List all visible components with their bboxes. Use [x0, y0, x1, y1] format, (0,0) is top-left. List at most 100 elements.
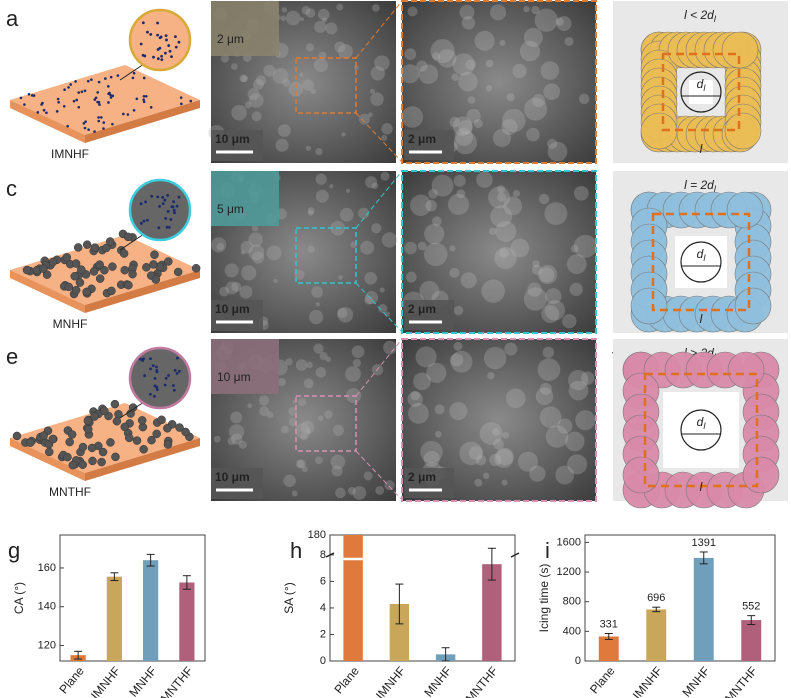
particle — [158, 204, 161, 208]
micro-bump — [163, 440, 173, 449]
micro-bump — [119, 249, 129, 258]
sem-texture — [407, 391, 423, 407]
sem-texture — [337, 307, 348, 319]
sem-texture — [220, 54, 230, 63]
micro-bump — [63, 452, 72, 462]
formula: l = 2dl — [684, 178, 717, 194]
formula-sub: l — [703, 421, 706, 431]
panel-letter: h — [290, 538, 302, 563]
sem-texture — [331, 465, 343, 477]
particle — [77, 106, 81, 109]
sem-texture — [410, 194, 432, 216]
sem-texture — [303, 378, 314, 389]
sem-texture — [495, 221, 517, 242]
particle — [141, 21, 145, 25]
particle — [131, 76, 135, 80]
sem-texture — [493, 438, 504, 450]
particle — [111, 122, 114, 126]
sem-texture — [295, 359, 308, 371]
micro-bump — [124, 280, 133, 290]
micro-bump — [149, 260, 158, 269]
micro-bump — [73, 243, 83, 252]
particle — [148, 392, 152, 396]
droplet — [622, 456, 660, 494]
micro-bump — [95, 260, 104, 269]
particle — [109, 75, 113, 79]
sem-texture — [404, 48, 417, 60]
micro-bump — [42, 270, 52, 279]
sem-texture — [466, 108, 481, 124]
sem-texture — [247, 88, 260, 101]
sem-texture — [523, 27, 543, 47]
x-tick-label: MNHF — [679, 664, 712, 698]
sem-texture — [380, 171, 390, 181]
zoom-region — [295, 227, 357, 284]
particle — [102, 127, 105, 130]
micro-bump — [22, 265, 32, 275]
micro-bump — [173, 267, 183, 277]
sem-texture — [315, 147, 323, 156]
particle — [178, 369, 181, 373]
x-tick-label: IMNHF — [373, 664, 408, 698]
magnifier — [128, 178, 192, 242]
x-tick-label: Plane — [56, 664, 87, 697]
sem-texture — [352, 358, 362, 368]
slab-side — [85, 438, 200, 481]
sem-texture — [219, 286, 230, 297]
sem-texture — [314, 20, 327, 33]
particle — [144, 94, 148, 98]
sem-texture — [479, 422, 503, 446]
micro-bump — [139, 445, 148, 454]
particle — [107, 85, 110, 88]
particle — [163, 198, 167, 202]
micro-bump — [120, 422, 130, 432]
sem-texture — [541, 305, 560, 324]
magnifier — [128, 346, 192, 410]
particle — [139, 357, 142, 361]
sem-texture — [383, 340, 397, 355]
zoom-region — [295, 57, 357, 114]
particle — [77, 91, 80, 94]
particle — [152, 55, 155, 59]
sem-texture — [231, 433, 243, 445]
sem-texture — [299, 72, 304, 77]
micro-bump — [108, 262, 117, 271]
sem-texture — [555, 17, 564, 26]
sem-texture — [547, 141, 568, 162]
micro-bump — [102, 243, 111, 253]
sem-texture — [336, 3, 344, 11]
sem-texture — [562, 314, 577, 329]
sem-texture — [259, 406, 270, 417]
particle — [139, 42, 143, 46]
particle — [141, 358, 145, 362]
particle — [146, 30, 149, 34]
pitch-label: l — [700, 480, 703, 494]
sem-texture — [502, 108, 526, 133]
sem-texture — [369, 88, 375, 94]
micro-bump — [12, 431, 22, 441]
sem-texture — [365, 176, 378, 189]
sem-texture — [277, 124, 291, 138]
sem-texture — [338, 43, 353, 59]
sem-texture — [453, 131, 478, 155]
bar — [693, 557, 714, 661]
sem-texture — [337, 275, 343, 280]
x-tick-label: Plane — [331, 664, 362, 697]
sem-texture — [474, 30, 495, 51]
y-tick-label: 1200 — [557, 566, 581, 578]
sem-texture — [306, 361, 313, 369]
droplet — [727, 351, 765, 389]
scale-box — [404, 468, 454, 498]
particle — [179, 96, 183, 99]
micro-bump — [78, 460, 87, 469]
sem-texture — [266, 245, 282, 261]
scale-label: 2 μm — [408, 132, 436, 146]
scale-label: 10 μm — [215, 132, 250, 146]
sem-texture — [370, 92, 384, 106]
sem-texture — [335, 487, 346, 499]
sem-texture — [272, 68, 289, 84]
formula-main: d — [697, 247, 704, 261]
sem-texture — [423, 450, 440, 468]
scale-box — [211, 300, 263, 331]
micro-bump — [89, 267, 99, 276]
